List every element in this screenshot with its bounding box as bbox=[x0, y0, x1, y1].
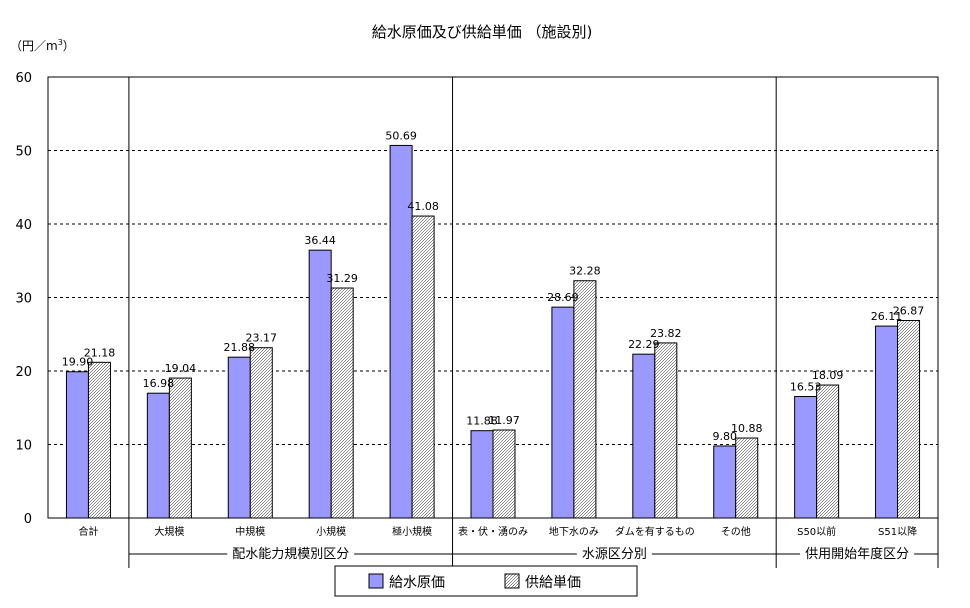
y-axis-unit-sup: 3 bbox=[58, 38, 63, 47]
group-label: 配水能力規模別区分 bbox=[232, 547, 349, 562]
plot-frame bbox=[47, 76, 939, 519]
y-tick-label: 20 bbox=[15, 365, 32, 380]
bar-cost bbox=[713, 445, 737, 519]
y-axis-unit: （円／m3） bbox=[10, 38, 75, 53]
category-label: 合計 bbox=[78, 525, 98, 538]
bar-price bbox=[735, 437, 759, 519]
legend-label-cost: 給水原価 bbox=[389, 575, 445, 591]
value-label-cost: 50.69 bbox=[385, 129, 417, 142]
bar-cost bbox=[551, 306, 575, 519]
value-label-cost: 22.29 bbox=[628, 338, 660, 351]
value-label-price: 19.04 bbox=[165, 362, 197, 375]
y-tick-label: 50 bbox=[15, 145, 32, 160]
bar-price bbox=[411, 215, 435, 519]
bar-cost bbox=[794, 396, 818, 519]
y-tick-label: 10 bbox=[15, 439, 32, 454]
bar-price bbox=[816, 384, 840, 519]
bar-price bbox=[897, 320, 921, 519]
bar-cost bbox=[470, 430, 494, 519]
value-label-price: 23.17 bbox=[246, 332, 278, 345]
bar-cost bbox=[308, 249, 332, 519]
legend-swatch-price bbox=[504, 573, 520, 589]
value-label-cost: 11.88 bbox=[466, 415, 498, 428]
group-label: 水源区分別 bbox=[582, 547, 647, 562]
value-label-cost: 16.53 bbox=[790, 381, 822, 394]
category-label: 表・伏・湧のみ bbox=[458, 525, 528, 538]
y-tick-label: 30 bbox=[15, 292, 32, 307]
value-label-cost: 36.44 bbox=[304, 234, 336, 247]
bars bbox=[65, 144, 921, 519]
value-label-cost: 9.80 bbox=[712, 430, 737, 443]
value-label-price: 32.28 bbox=[569, 265, 601, 278]
y-tick-label: 60 bbox=[15, 71, 32, 86]
value-label-cost: 21.88 bbox=[224, 341, 256, 354]
group-labels: 配水能力規模別区分 水源区分別 供用開始年度区分 bbox=[128, 546, 938, 562]
category-label: 極小規模 bbox=[392, 525, 432, 538]
y-tick-label: 40 bbox=[15, 218, 32, 233]
category-labels: 合計 大規模 中規模 小規模 極小規模 表・伏・湧のみ 地下水のみ ダムを有するもの その他 S5… bbox=[78, 525, 917, 538]
bar-cost bbox=[875, 325, 899, 519]
bar-price bbox=[654, 342, 678, 519]
value-label-price: 10.88 bbox=[731, 422, 763, 435]
category-label: その他 bbox=[721, 525, 751, 538]
bar-price bbox=[87, 361, 111, 519]
legend-swatch-cost bbox=[368, 573, 384, 589]
bar-cost bbox=[146, 392, 170, 519]
category-label: 小規模 bbox=[316, 526, 346, 538]
value-label-price: 21.18 bbox=[84, 346, 116, 359]
category-label: S50以前 bbox=[797, 525, 836, 538]
value-label-price: 18.09 bbox=[812, 369, 844, 382]
bar-price bbox=[330, 287, 354, 519]
group-separators bbox=[128, 77, 939, 568]
group-label: 供用開始年度区分 bbox=[805, 546, 909, 562]
bar-price bbox=[492, 429, 516, 519]
bar-cost bbox=[227, 356, 251, 519]
category-label: 地下水のみ bbox=[549, 525, 599, 538]
category-label: 大規模 bbox=[154, 525, 184, 538]
y-axis-ticks: 0 10 20 30 40 50 60 bbox=[15, 71, 32, 527]
bar-price bbox=[249, 347, 273, 519]
category-label: 中規模 bbox=[235, 525, 265, 538]
value-label-cost: 26.11 bbox=[871, 310, 903, 323]
legend: 給水原価 供給単価 bbox=[334, 565, 638, 597]
category-label: ダムを有するもの bbox=[615, 525, 695, 538]
category-label: S51以降 bbox=[878, 525, 917, 538]
value-label-price: 41.08 bbox=[407, 200, 439, 213]
bar-price bbox=[573, 280, 597, 519]
legend-box bbox=[334, 565, 638, 597]
bar-cost bbox=[632, 353, 656, 519]
value-label-cost: 16.98 bbox=[143, 377, 175, 390]
y-axis-unit-text: （円／m bbox=[10, 39, 58, 53]
chart-title: 給水原価及び供給単価 （施設別) bbox=[372, 23, 593, 41]
value-label-price: 31.29 bbox=[326, 272, 358, 285]
y-tick-label: 0 bbox=[24, 512, 32, 527]
y-axis-unit-end: ） bbox=[63, 39, 75, 53]
value-label-cost: 19.90 bbox=[62, 356, 94, 369]
value-label-price: 26.87 bbox=[893, 305, 925, 318]
legend-label-price: 供給単価 bbox=[525, 575, 581, 591]
value-label-price: 11.97 bbox=[488, 414, 520, 427]
bar-cost bbox=[65, 371, 89, 519]
bar-price bbox=[168, 377, 192, 519]
value-label-cost: 28.69 bbox=[547, 291, 579, 304]
value-label-price: 23.82 bbox=[650, 327, 682, 340]
